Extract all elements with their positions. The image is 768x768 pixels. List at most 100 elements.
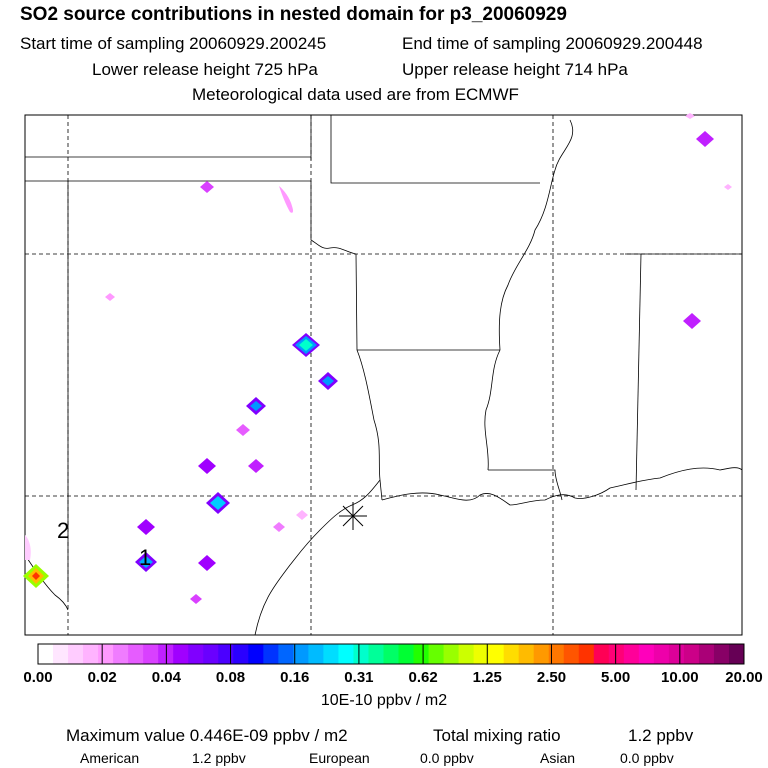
plot-title: SO2 source contributions in nested domai… xyxy=(20,4,567,25)
source-marker xyxy=(292,333,320,357)
colorbar-tick-label: 0.00 xyxy=(23,669,53,686)
colorbar-swatch xyxy=(323,644,339,664)
source-marker xyxy=(236,424,250,436)
colorbar-swatch xyxy=(398,644,415,664)
colorbar-swatch xyxy=(278,644,294,664)
colorbar-swatch xyxy=(128,644,144,664)
region-value: 1.2 ppbv xyxy=(192,750,246,766)
end-time-label: End time of sampling 20060929.200448 xyxy=(402,34,703,53)
border-ms-al xyxy=(635,253,642,491)
source-marker xyxy=(190,594,202,604)
colorbar-swatch xyxy=(503,644,520,664)
colorbar-swatch xyxy=(68,644,84,664)
region-name: American xyxy=(80,750,140,766)
lower-release-label: Lower release height 725 hPa xyxy=(92,60,318,79)
colorbar-swatch xyxy=(293,644,309,664)
source-marker xyxy=(105,293,115,301)
state-borders xyxy=(24,115,743,636)
colorbar-swatch xyxy=(593,644,610,664)
colorbar-swatch xyxy=(473,644,490,664)
upper-release-label: Upper release height 714 hPa xyxy=(402,60,628,79)
marker-label-2: 2 xyxy=(57,518,70,543)
colorbar-tick-label: 5.00 xyxy=(601,669,631,686)
colorbar-swatch xyxy=(263,644,279,664)
max-value-label: Maximum value 0.446E-09 ppbv / m2 xyxy=(66,726,348,745)
colorbar xyxy=(37,643,745,665)
source-marker xyxy=(724,184,732,190)
colorbar-swatch xyxy=(188,644,204,664)
colorbar-swatch xyxy=(638,644,655,664)
colorbar-swatch xyxy=(53,644,69,664)
receptor-star-icon xyxy=(339,502,367,530)
colorbar-swatch xyxy=(113,644,129,664)
colorbar-swatch xyxy=(383,644,400,664)
coastline-tx xyxy=(254,479,381,636)
colorbar-swatch xyxy=(668,644,685,664)
source-marker xyxy=(198,555,216,571)
colorbar-tick-label: 1.25 xyxy=(472,669,502,686)
colorbar-swatch xyxy=(578,644,595,664)
colorbar-swatch xyxy=(83,644,99,664)
border-tx-la xyxy=(355,253,383,501)
colorbar-tick-label: 0.08 xyxy=(215,669,246,686)
concentration-markers xyxy=(23,113,732,604)
mississippi-river xyxy=(484,119,574,471)
source-marker xyxy=(696,131,714,147)
colorbar-swatch xyxy=(548,644,565,664)
colorbar-swatch xyxy=(173,644,189,664)
colorbar-swatch xyxy=(728,644,745,664)
colorbar-swatch xyxy=(353,644,369,664)
map-frame xyxy=(24,114,743,636)
colorbar-swatch xyxy=(428,644,445,664)
colorbar-swatch xyxy=(338,644,354,664)
colorbar-swatch xyxy=(563,644,580,664)
coastline-gulf xyxy=(381,467,743,506)
colorbar-frame xyxy=(37,643,745,665)
start-time-label: Start time of sampling 20060929.200245 xyxy=(20,34,327,53)
colorbar-swatch xyxy=(608,644,625,664)
border-tx-ok xyxy=(68,180,357,255)
colorbar-tick-label: 20.00 xyxy=(725,669,763,686)
colorbar-tick-label: 0.16 xyxy=(280,669,310,686)
colorbar-tick-label: 2.50 xyxy=(536,669,567,686)
source-marker xyxy=(200,181,214,193)
colorbar-swatch xyxy=(38,644,54,664)
source-marker xyxy=(198,458,216,474)
colorbar-swatch xyxy=(488,644,505,664)
colorbar-tick-label: 10.00 xyxy=(661,669,699,686)
colorbar-swatch xyxy=(143,644,159,664)
colorbar-swatch xyxy=(233,644,249,664)
border-la-ms xyxy=(488,469,563,501)
source-marker xyxy=(273,522,285,532)
met-data-label: Meteorological data used are from ECMWF xyxy=(192,85,519,104)
colorbar-swatch xyxy=(698,644,715,664)
total-mixing-label: Total mixing ratio xyxy=(433,726,561,745)
colorbar-swatch xyxy=(653,644,670,664)
source-marker xyxy=(23,564,49,588)
source-marker xyxy=(685,113,695,119)
colorbar-swatch xyxy=(683,644,700,664)
plume-streak xyxy=(279,186,294,213)
colorbar-tick-label: 0.04 xyxy=(151,669,181,686)
colorbar-swatch xyxy=(203,644,219,664)
colorbar-swatch xyxy=(248,644,264,664)
colorbar-units: 10E-10 ppbv / m2 xyxy=(320,692,448,709)
colorbar-tick-label: 0.62 xyxy=(408,669,438,686)
colorbar-tick-label: 0.31 xyxy=(344,669,374,686)
colorbar-swatch xyxy=(443,644,460,664)
border-ok-ar xyxy=(330,115,540,184)
colorbar-swatch xyxy=(713,644,730,664)
colorbar-swatch xyxy=(533,644,550,664)
source-marker xyxy=(135,552,157,572)
colorbar-tick-label: 0.02 xyxy=(87,669,117,686)
colorbar-swatch xyxy=(368,644,384,664)
source-marker xyxy=(206,492,230,514)
source-marker xyxy=(318,372,338,390)
region-value: 0.0 ppbv xyxy=(420,750,474,766)
source-marker xyxy=(248,459,264,473)
plume-streak xyxy=(25,535,31,560)
colorbar-swatch xyxy=(218,644,234,664)
source-marker xyxy=(246,397,266,415)
total-mixing-value: 1.2 ppbv xyxy=(628,726,694,745)
